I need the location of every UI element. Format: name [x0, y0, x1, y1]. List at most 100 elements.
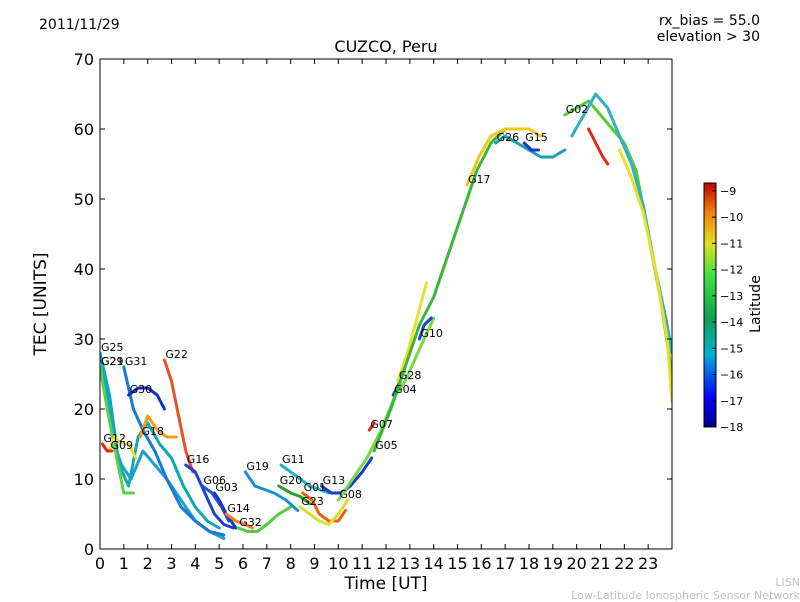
x-tick-label: 14 — [423, 554, 443, 573]
x-tick-label: 6 — [238, 554, 248, 573]
x-tick-label: 23 — [638, 554, 658, 573]
series-line-g31 — [122, 365, 226, 537]
x-tick-label: 0 — [95, 554, 105, 573]
series-line-g02 — [563, 99, 672, 376]
axes: 0 1 2 3 4 5 6 7 8 9 10 11 12 13 14 15 16 17 18 19 20 21 22 2301… — [74, 50, 672, 573]
y-tick-label: 0 — [84, 540, 94, 559]
series-label-g31: G31 — [125, 355, 148, 368]
x-tick-label: 15 — [447, 554, 467, 573]
colorbar-tick-label: −17 — [720, 395, 743, 408]
x-tick-label: 11 — [352, 554, 372, 573]
colorbar-ticks: −9 −10 −11 −12 −13 −14 −15 −16 −17 −18 — [712, 185, 743, 434]
colorbar — [703, 182, 717, 428]
series-line-g12 — [100, 442, 114, 453]
series-line-g17 — [465, 127, 543, 187]
series-line-g09 — [108, 435, 138, 460]
series-label-g08: G08 — [339, 488, 362, 501]
colorbar-tick-label: −18 — [720, 421, 743, 434]
x-tick-label: 12 — [376, 554, 396, 573]
series-label-g07: G07 — [370, 418, 393, 431]
footer: LISN Low-Latitude Ionospheric Sensor Net… — [571, 576, 800, 602]
y-tick-label: 70 — [74, 50, 94, 69]
y-tick-label: 40 — [74, 260, 94, 279]
series-line-g18 — [139, 414, 178, 439]
series-line-g23 — [298, 498, 350, 526]
series-label-g09: G09 — [111, 439, 134, 452]
x-tick-label: 4 — [190, 554, 200, 573]
series-line — [570, 92, 672, 355]
footer-line1: LISN — [775, 576, 800, 589]
series-label-g15: G15 — [525, 131, 548, 144]
series-label-g02: G02 — [566, 103, 589, 116]
series-line-g32 — [236, 505, 293, 533]
series-line-g19 — [243, 470, 300, 512]
x-tick-label: 20 — [566, 554, 586, 573]
series-label-g01: G01 — [304, 481, 327, 494]
x-tick-label: 10 — [328, 554, 348, 573]
series-line-g03 — [212, 491, 238, 530]
series-label-g05: G05 — [375, 439, 398, 452]
colorbar-tick-label: −16 — [720, 369, 743, 382]
x-tick-label: 3 — [166, 554, 176, 573]
x-tick-label: 17 — [495, 554, 515, 573]
series-line-g20 — [277, 484, 312, 505]
series-line-g01 — [301, 491, 347, 523]
x-tick-label: 18 — [519, 554, 539, 573]
series-label-g25: G25 — [101, 341, 124, 354]
series-line-g22 — [162, 358, 195, 474]
rx-bias-label: rx_bias = 55.0 — [658, 13, 760, 29]
series-label-g21: G21 — [101, 355, 124, 368]
colorbar-label: Latitude — [748, 275, 764, 333]
series-line-g08 — [336, 316, 436, 502]
colorbar-tick-label: −10 — [720, 211, 743, 224]
plot-frame — [99, 58, 673, 550]
y-tick-label: 10 — [74, 470, 94, 489]
colorbar-tick-label: −15 — [720, 342, 743, 355]
y-tick-label: 50 — [74, 190, 94, 209]
colorbar-tick-label: −13 — [720, 290, 743, 303]
series-label-g13: G13 — [323, 474, 346, 487]
x-tick-label: 16 — [471, 554, 491, 573]
x-tick-label: 9 — [309, 554, 319, 573]
x-tick-label: 5 — [214, 554, 224, 573]
series-line-g14 — [224, 512, 254, 530]
series-label-g26: G26 — [497, 131, 520, 144]
series-label-g19: G19 — [246, 460, 269, 473]
x-tick-label: 1 — [119, 554, 129, 573]
x-tick-label: 7 — [262, 554, 272, 573]
series-line-g07 — [367, 421, 376, 432]
x-tick-label: 13 — [400, 554, 420, 573]
series-label-g30: G30 — [130, 383, 153, 396]
series-label-g16: G16 — [187, 453, 210, 466]
series-line-g10 — [417, 316, 433, 341]
footer-line2: Low-Latitude Ionospheric Sensor Network — [571, 589, 800, 602]
series-line-g11 — [279, 463, 331, 495]
series-label-g28: G28 — [399, 369, 422, 382]
colorbar-tick-label: −12 — [720, 264, 743, 277]
series-label-g23: G23 — [301, 495, 324, 508]
chart-title: CUZCO, Peru — [334, 37, 438, 56]
series-line-g15 — [522, 141, 540, 152]
x-axis-label: Time [UT] — [344, 574, 428, 594]
y-tick-label: 60 — [74, 120, 94, 139]
x-tick-label: 19 — [543, 554, 563, 573]
series-label-g17: G17 — [468, 173, 491, 186]
series-line-g26 — [494, 134, 567, 159]
elevation-label: elevation > 30 — [656, 29, 760, 45]
series-layer — [100, 92, 672, 540]
info-block: rx_bias = 55.0 elevation > 30 — [657, 13, 760, 45]
x-tick-label: 21 — [590, 554, 610, 573]
x-tick-label: 22 — [614, 554, 634, 573]
series-label-g03: G03 — [215, 481, 238, 494]
series-line-g05 — [372, 127, 507, 453]
series-line-g16 — [184, 463, 235, 530]
y-tick-label: 30 — [74, 330, 94, 349]
series-line — [618, 148, 672, 404]
date-label: 2011/11/29 — [39, 17, 120, 33]
series-label-g14: G14 — [227, 502, 250, 515]
series-label-g22: G22 — [165, 348, 188, 361]
series-line — [587, 127, 610, 166]
y-tick-label: 20 — [74, 400, 94, 419]
series-line-g28 — [396, 281, 428, 383]
